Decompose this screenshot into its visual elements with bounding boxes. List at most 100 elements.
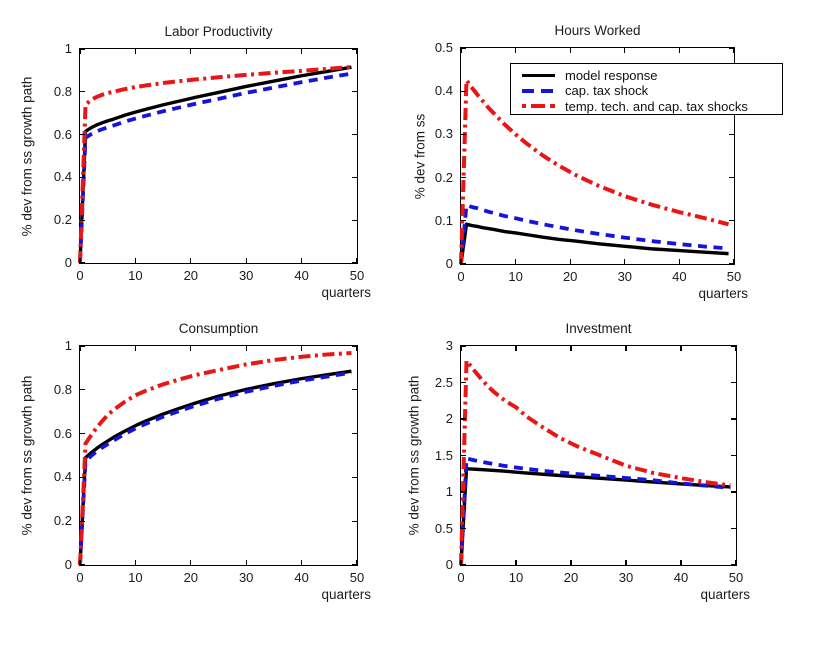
- tick-mark: [80, 133, 85, 136]
- y-tick-label: 0.2: [434, 169, 453, 185]
- tick-mark: [461, 133, 466, 136]
- y-tick-label: 0.8: [53, 83, 72, 99]
- series-line-temp-tech-and-cap-tax-shocks: [78, 64, 352, 264]
- tick-mark: [461, 176, 466, 179]
- y-tick-label: 1: [64, 41, 72, 56]
- tick-mark: [190, 346, 192, 351]
- x-tick-label: 30: [238, 570, 254, 585]
- chart-canvas: [459, 78, 730, 265]
- tick-mark: [729, 176, 734, 179]
- series-line-cap-tax-shock: [78, 71, 352, 264]
- tick-mark: [352, 345, 357, 347]
- tick-mark: [461, 564, 466, 566]
- tick-mark: [356, 49, 358, 54]
- tick-mark: [80, 219, 85, 221]
- tick-mark: [352, 262, 357, 264]
- tick-mark: [570, 346, 572, 351]
- x-tick-label: 0: [76, 570, 84, 585]
- tick-mark: [352, 476, 357, 479]
- tick-mark: [352, 219, 357, 221]
- tick-mark: [461, 527, 466, 530]
- tick-mark: [514, 259, 517, 264]
- tick-mark: [569, 259, 571, 264]
- tick-mark: [352, 48, 357, 50]
- tick-mark: [729, 133, 734, 136]
- y-axis-label: % dev from ss growth path: [19, 76, 35, 236]
- tick-mark: [80, 476, 85, 479]
- tick-mark: [731, 564, 736, 566]
- tick-mark: [731, 527, 736, 530]
- x-axis-label: quarters: [321, 285, 371, 300]
- tick-mark: [515, 346, 517, 351]
- x-tick-label: 20: [183, 268, 199, 283]
- y-axis-label: % dev from ss growth path: [19, 375, 35, 536]
- tick-mark: [190, 49, 192, 54]
- x-tick-label: 50: [349, 268, 365, 283]
- tick-mark: [461, 454, 466, 457]
- legend-line-sample-dashed: [522, 88, 555, 93]
- y-tick-label: 0.2: [53, 212, 72, 228]
- tick-mark: [190, 258, 192, 263]
- tick-mark: [352, 91, 357, 93]
- tick-mark: [80, 176, 85, 179]
- tick-mark: [461, 220, 466, 222]
- tick-mark: [352, 176, 357, 179]
- tick-mark: [461, 263, 466, 265]
- x-tick-label: 10: [128, 570, 143, 585]
- tick-mark: [461, 47, 466, 49]
- tick-mark: [300, 560, 303, 565]
- chart-canvas: [78, 64, 352, 264]
- legend-row-model-response: model response: [522, 68, 782, 83]
- tick-mark: [245, 49, 247, 54]
- plot-investment: Investment % dev from ss growth path qua…: [407, 321, 750, 602]
- tick-mark: [729, 263, 734, 265]
- x-tick-label: 40: [294, 570, 309, 585]
- tick-mark: [352, 389, 357, 391]
- y-tick-label: 0.4: [53, 469, 72, 485]
- tick-mark: [80, 520, 85, 522]
- tick-mark: [733, 259, 735, 264]
- tick-mark: [245, 258, 247, 263]
- series-line-cap-tax-shock: [78, 370, 352, 566]
- y-tick-label: 0.1: [434, 212, 453, 228]
- tick-mark: [79, 560, 81, 565]
- plot-title: Consumption: [178, 321, 259, 336]
- tick-mark: [461, 345, 466, 347]
- chart-canvas: [459, 358, 731, 566]
- y-tick-label: 0.6: [53, 425, 72, 441]
- tick-mark: [678, 259, 681, 264]
- legend-line-sample-solid: [522, 73, 555, 78]
- y-tick-label: 0.6: [53, 126, 72, 142]
- y-tick-label: 1: [64, 338, 72, 353]
- tick-mark: [352, 564, 357, 566]
- tick-mark: [625, 560, 627, 565]
- tick-mark: [80, 262, 85, 264]
- tick-mark: [352, 432, 357, 435]
- tick-mark: [356, 346, 358, 351]
- tick-mark: [680, 560, 682, 565]
- y-tick-label: 0: [64, 255, 72, 270]
- y-tick-label: 0.8: [53, 381, 72, 397]
- tick-mark: [79, 49, 81, 54]
- tick-mark: [729, 47, 734, 49]
- plot-title: Investment: [565, 321, 632, 336]
- x-axis-label: quarters: [321, 587, 371, 602]
- x-tick-label: 30: [618, 570, 634, 585]
- x-tick-label: 30: [617, 269, 633, 284]
- y-tick-label: 0.2: [53, 513, 72, 529]
- x-axis-label: quarters: [698, 286, 748, 301]
- tick-mark: [79, 346, 81, 351]
- tick-mark: [461, 418, 466, 420]
- y-tick-label: 0: [64, 557, 72, 572]
- tick-mark: [624, 48, 626, 53]
- tick-mark: [80, 345, 85, 347]
- tick-mark: [245, 346, 247, 351]
- tick-mark: [461, 381, 466, 384]
- legend-label: model response: [565, 68, 658, 84]
- x-tick-label: 0: [457, 269, 465, 284]
- series-line-model-response: [78, 369, 352, 566]
- tick-mark: [460, 346, 462, 351]
- tick-mark: [514, 48, 517, 53]
- x-tick-label: 40: [294, 268, 309, 283]
